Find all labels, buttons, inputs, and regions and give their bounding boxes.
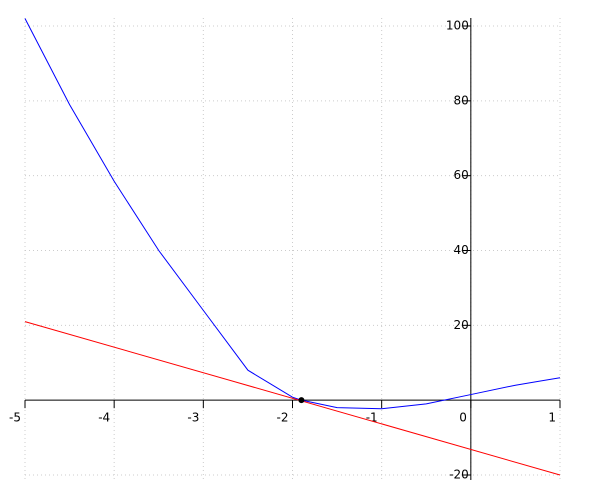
curve — [24, 18, 561, 410]
x-tick-label: 1 — [548, 411, 556, 425]
x-tick-label: -3 — [187, 411, 199, 425]
curve — [24, 321, 561, 476]
tangent-point — [298, 397, 305, 404]
x-tick-label: -1 — [366, 411, 378, 425]
y-tick-label: 20 — [454, 318, 469, 332]
x-tick-label: 0 — [459, 411, 467, 425]
y-tick-label: 80 — [454, 93, 469, 107]
y-tick-label: 100 — [446, 19, 469, 33]
x-tick-label: -2 — [277, 411, 289, 425]
x-tick-label: -4 — [98, 411, 110, 425]
y-tick-label: 60 — [454, 168, 469, 182]
x-tick-label: -5 — [9, 411, 21, 425]
y-tick-label: 40 — [454, 243, 469, 257]
y-tick-label: -20 — [449, 468, 469, 482]
